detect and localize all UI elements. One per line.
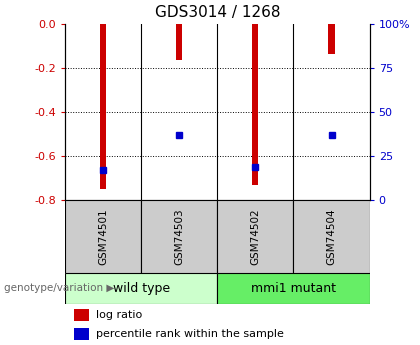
Bar: [74, 328, 89, 340]
Text: GSM74504: GSM74504: [326, 208, 336, 265]
Bar: [252, 24, 258, 185]
Bar: [218, 273, 370, 304]
Bar: [65, 200, 141, 273]
Bar: [100, 24, 106, 189]
Text: GSM74502: GSM74502: [250, 208, 260, 265]
Text: mmi1 mutant: mmi1 mutant: [251, 282, 336, 295]
Title: GDS3014 / 1268: GDS3014 / 1268: [155, 5, 280, 20]
Bar: [218, 200, 294, 273]
Bar: [294, 200, 370, 273]
Text: log ratio: log ratio: [96, 310, 142, 320]
Text: wild type: wild type: [113, 282, 170, 295]
Text: percentile rank within the sample: percentile rank within the sample: [96, 329, 284, 339]
Text: genotype/variation ▶: genotype/variation ▶: [4, 283, 115, 293]
Text: GSM74501: GSM74501: [98, 208, 108, 265]
Bar: [74, 309, 89, 321]
Bar: [176, 24, 182, 60]
Text: GSM74503: GSM74503: [174, 208, 184, 265]
Bar: [141, 200, 218, 273]
Bar: [65, 273, 218, 304]
Bar: [328, 24, 335, 54]
